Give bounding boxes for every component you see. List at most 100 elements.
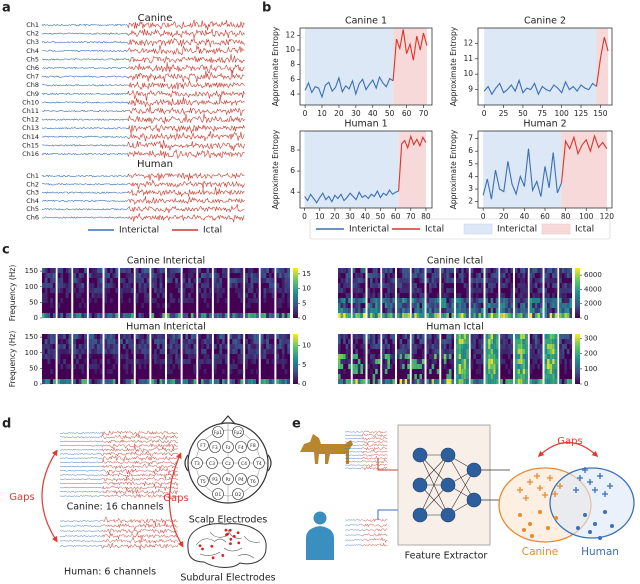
spectrogram-cell [175, 349, 178, 355]
spectrogram-cell [276, 334, 280, 340]
spectrogram-cell [200, 344, 204, 350]
spectrogram-cell [419, 379, 422, 385]
spectrogram-cell [156, 288, 160, 294]
spectrogram-cell [490, 369, 494, 375]
spectrogram-cell [268, 349, 272, 355]
legend-frame [309, 218, 611, 240]
spectrogram-cell [271, 359, 275, 365]
spectrogram-cell [237, 313, 241, 319]
spectrogram-cell [537, 303, 540, 309]
spectrogram-cell [284, 278, 288, 284]
spectrogram-cell [162, 288, 166, 294]
spectrogram-cell [377, 339, 381, 345]
network-node [440, 477, 456, 493]
spectrogram-cell [434, 298, 437, 304]
spectrogram-cell [461, 379, 464, 385]
spectrogram-cell [544, 374, 548, 380]
spectrogram-cell [517, 313, 521, 319]
spectrogram-cell [534, 334, 538, 340]
spectrogram-cell [115, 313, 119, 319]
spectrogram-cell [182, 283, 186, 289]
spectrogram-cell [172, 379, 176, 385]
spectrogram-cell [399, 303, 403, 309]
spectrogram-cell [159, 379, 163, 385]
spectrogram-cell [206, 273, 210, 279]
spectrogram-cell [470, 339, 474, 345]
spectrogram-cell [355, 303, 358, 309]
spectrogram-cell [544, 308, 548, 314]
spectrogram-cell [88, 273, 92, 279]
spectrogram-cell [478, 273, 481, 279]
network-node [412, 507, 428, 523]
spectrogram-cell [104, 298, 108, 304]
spectrogram-cell [421, 334, 425, 340]
spectrogram-cell [345, 334, 349, 340]
spectrogram-cell [522, 369, 526, 375]
spectrogram-cell [552, 369, 555, 375]
spectrogram-cell [247, 268, 251, 274]
spectrogram-cell [65, 313, 69, 319]
spectrogram-cell [461, 374, 464, 380]
spectrogram-cell [547, 308, 550, 314]
spectrogram-cell [448, 303, 452, 309]
spectrogram-cell [97, 283, 100, 289]
x-tick-label: 120 [600, 212, 615, 221]
spectrogram-cell [554, 308, 558, 314]
spectrogram-cell [141, 339, 144, 345]
spectrogram-cell [441, 293, 444, 299]
spectrogram-cell [232, 334, 235, 340]
trace-interictal [344, 434, 363, 437]
spectrogram-cell [377, 308, 381, 314]
spectrogram-cell [245, 273, 248, 279]
spectrogram-cell [276, 349, 280, 355]
spectrogram-cell [203, 379, 207, 385]
trace-interictal [344, 451, 363, 453]
spectrogram-cell [122, 313, 126, 319]
spectrogram-cell [104, 283, 108, 289]
spectrogram-cell [458, 293, 462, 299]
spectrogram-cell [370, 313, 373, 319]
spectrogram-cell [490, 379, 494, 385]
spectrogram-cell [50, 268, 53, 274]
spectrogram-cell [534, 354, 538, 360]
spectrogram-cell [250, 273, 254, 279]
spectrogram-cell [276, 379, 280, 385]
spectrogram-cell [234, 364, 238, 370]
spectrogram-cell [213, 369, 217, 375]
trace-interictal [344, 444, 363, 446]
spectrogram-cell [151, 278, 155, 284]
spectrogram-cell [260, 273, 264, 279]
spectrogram-cell [237, 278, 241, 284]
spectrogram-cell [463, 359, 467, 365]
spectrogram-cell [338, 283, 341, 289]
spectrogram-cell [253, 334, 257, 340]
spectrogram-cell [480, 313, 484, 319]
trace-interictal [59, 461, 103, 464]
spectrogram-cell [156, 359, 160, 365]
spectrogram-cell [426, 349, 430, 355]
trace-ictal [102, 487, 179, 496]
spectrogram-cell [250, 369, 254, 375]
spectrogram-cell [488, 364, 491, 370]
spectrogram-cell [532, 283, 535, 289]
spectrogram-cell [222, 344, 225, 350]
spectrogram-cell [510, 298, 514, 304]
spectrogram-cell [490, 283, 494, 289]
spectrogram-cell [397, 334, 400, 340]
x-tick-label: 125 [574, 109, 589, 118]
spectrogram-cell [441, 313, 444, 319]
spectrogram-cell [564, 369, 567, 375]
spectrogram-cell [188, 379, 191, 385]
spectrogram-cell [209, 293, 212, 299]
spectrogram-cell [463, 339, 467, 345]
y-tick-label: 2 [468, 197, 473, 206]
spectrogram-cell [177, 379, 181, 385]
spectrogram-cell [50, 349, 53, 355]
spectrogram-cell [370, 298, 373, 304]
spectrogram-cell [411, 278, 415, 284]
y-tick-label: 150 [25, 267, 38, 275]
spectrogram-cell [146, 359, 150, 365]
spectrogram-cell [162, 313, 166, 319]
electrode-label: F3 [212, 445, 218, 451]
spectrogram-cell [377, 379, 381, 385]
